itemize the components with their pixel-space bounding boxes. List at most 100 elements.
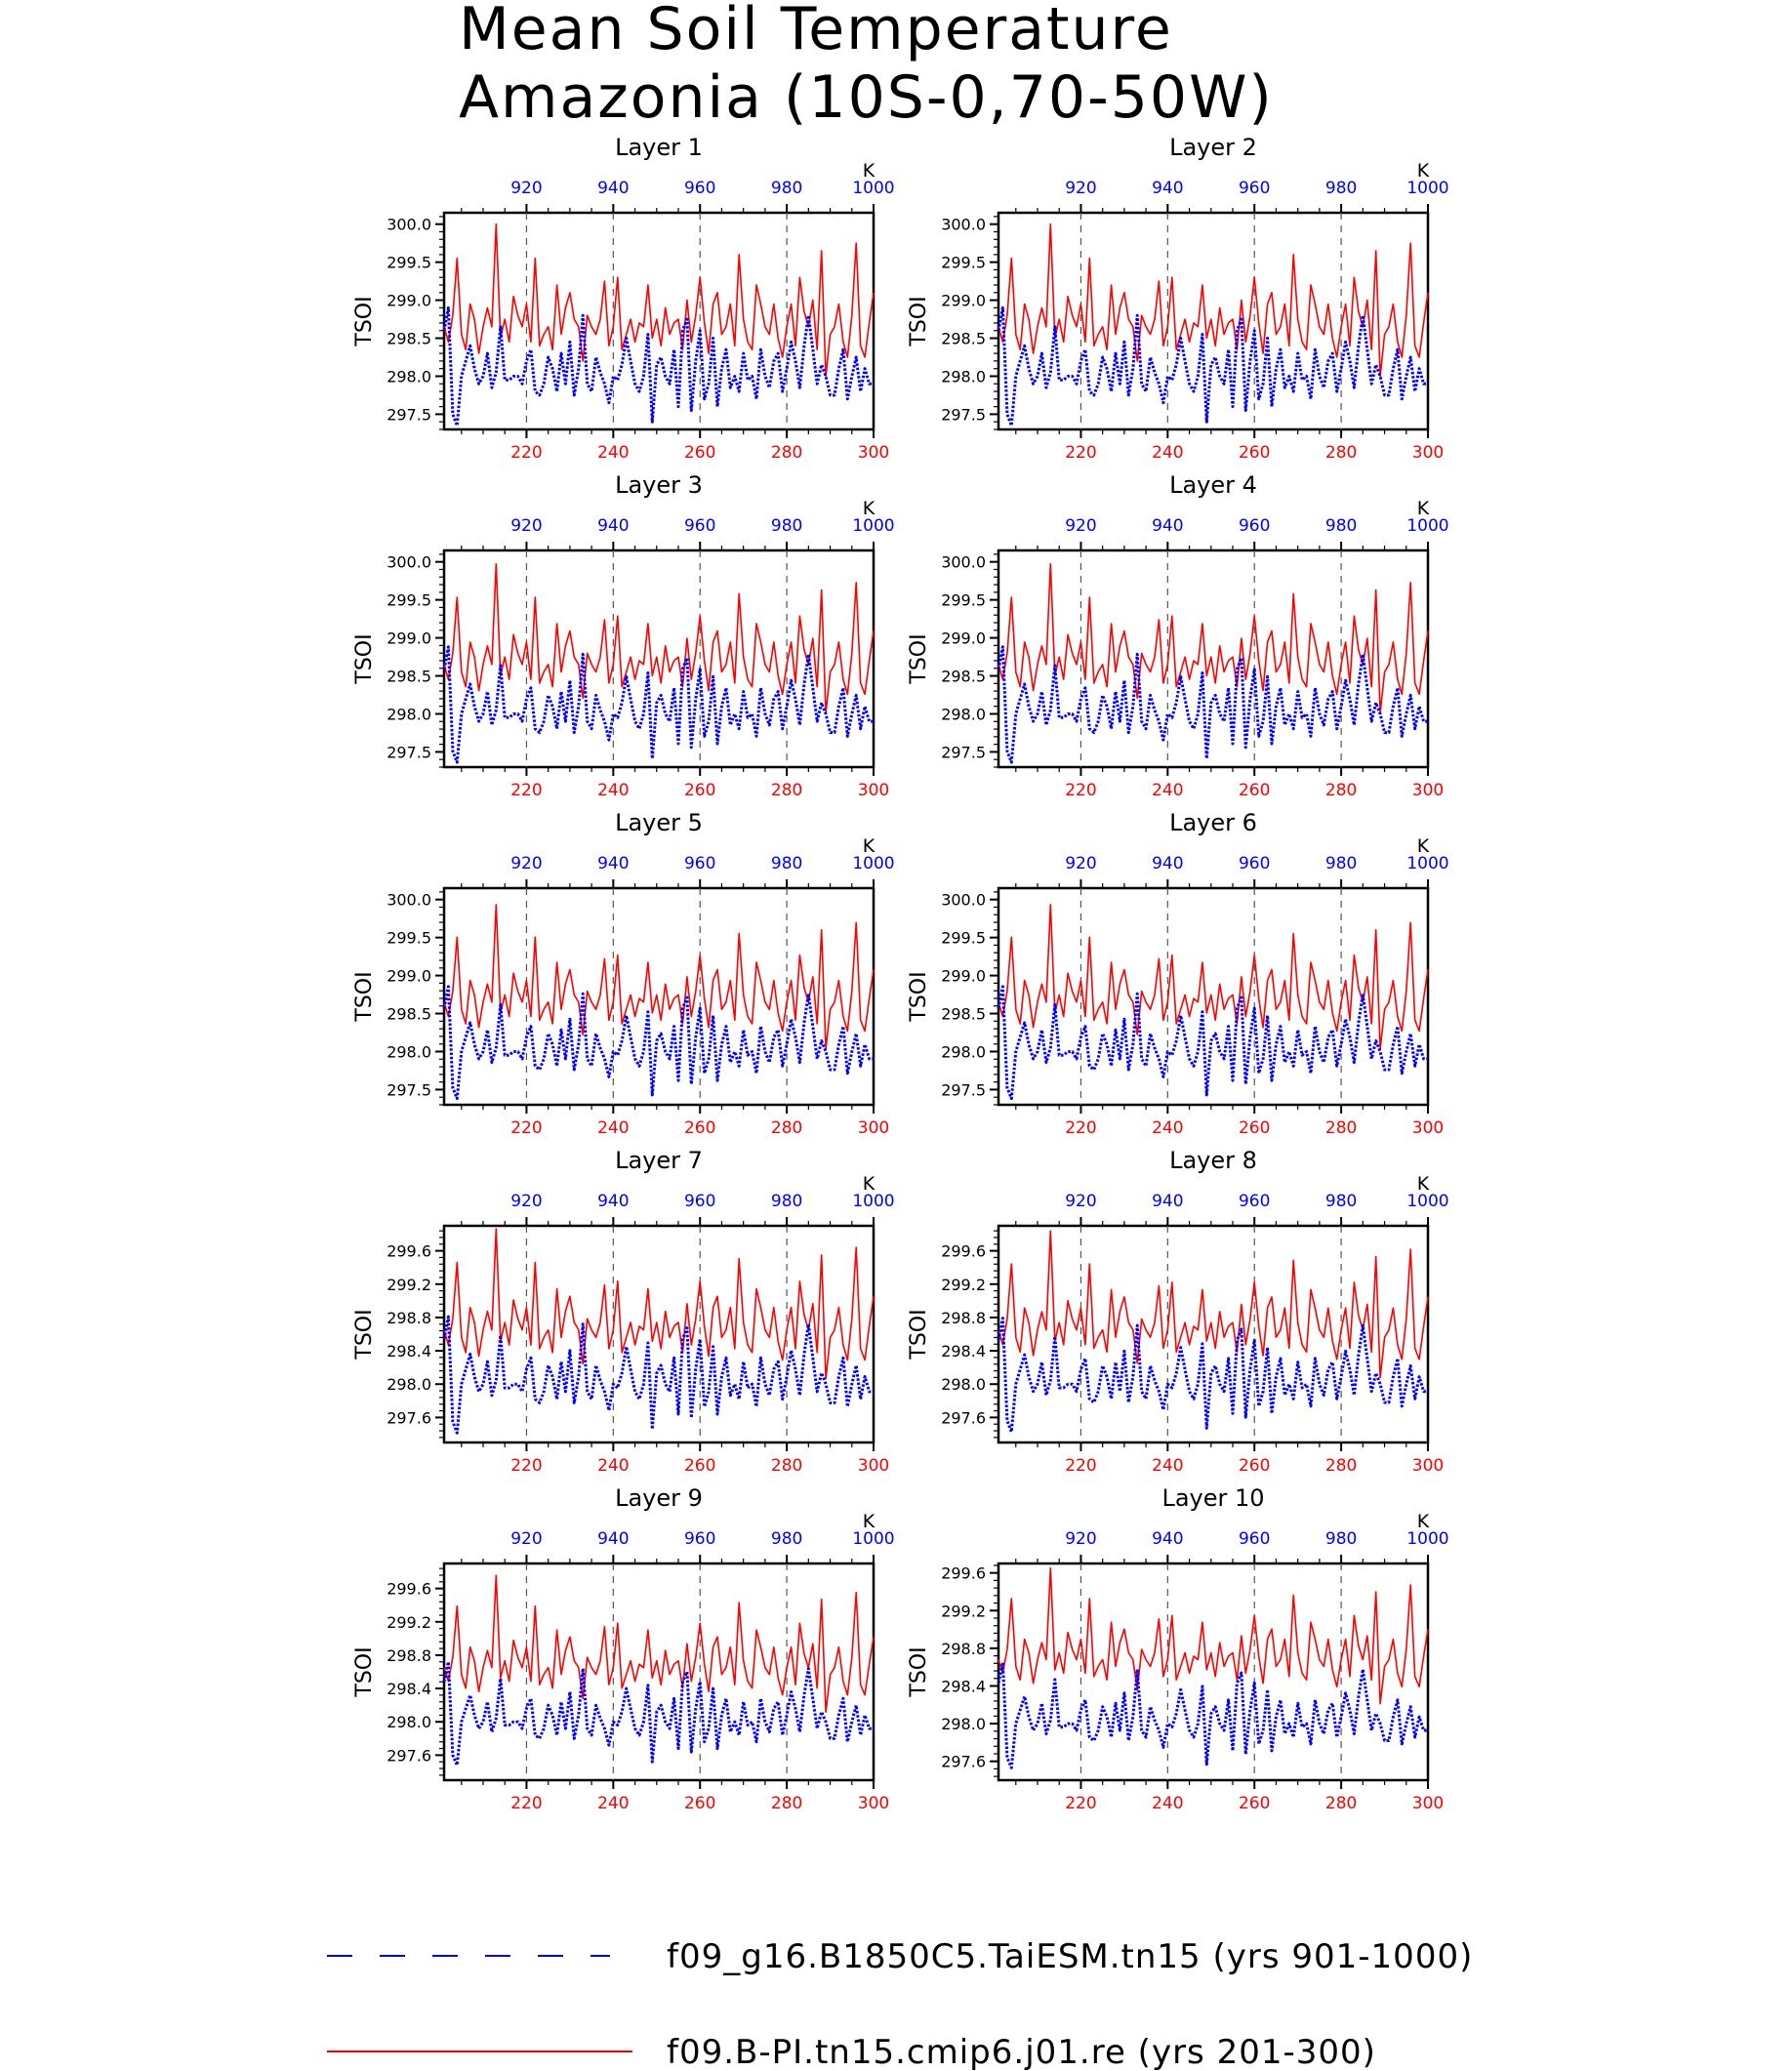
xtick-bottom-label: 300 (858, 781, 889, 800)
xtick-bottom-label: 260 (1239, 781, 1270, 800)
plot-frame (442, 548, 876, 769)
ytick-label: 298.0 (941, 1042, 986, 1061)
xtick-top-label: 1000 (852, 516, 894, 536)
ytick-label: 298.4 (941, 1342, 986, 1360)
xtick-bottom-label: 220 (1065, 1118, 1096, 1138)
xtick-top-label: 920 (1065, 1192, 1096, 1211)
xtick-bottom-label: 240 (1152, 443, 1183, 463)
xtick-bottom-label: 300 (858, 1456, 889, 1476)
xtick-top-label: 1000 (1406, 854, 1448, 873)
ytick-label: 300.0 (941, 553, 986, 572)
xtick-bottom-label: 280 (771, 781, 802, 800)
ytick-label: 299.0 (387, 629, 431, 648)
ytick-label: 298.0 (941, 1375, 986, 1394)
xtick-top-label: 960 (1239, 1192, 1270, 1211)
xtick-bottom-label: 280 (1325, 443, 1357, 463)
ytick-label: 298.5 (387, 668, 431, 686)
ytick-label: 300.0 (941, 216, 986, 234)
ytick-label: 299.5 (387, 591, 431, 610)
series-blue-line (442, 305, 874, 427)
ytick-label: 299.0 (941, 967, 986, 986)
ytick-label: 298.8 (387, 1646, 431, 1665)
xtick-bottom-label: 220 (510, 443, 542, 463)
unit-label: K (1417, 1173, 1430, 1195)
panel-9: Layer 9 297.6 298.0 298.4 298.8 299.2 299.6 220… (352, 1484, 895, 1813)
xtick-top-label: 920 (510, 1192, 542, 1211)
series-red-line (443, 223, 875, 378)
xtick-bottom-label: 300 (1412, 1118, 1444, 1138)
ytick-label: 298.5 (941, 668, 986, 686)
xtick-bottom-label: 260 (684, 1794, 715, 1813)
ytick-label: 297.6 (941, 1753, 986, 1771)
ytick-label: 298.0 (387, 1375, 431, 1394)
xtick-top-label: 920 (510, 179, 542, 198)
xtick-top-label: 1000 (852, 854, 894, 873)
xtick-bottom-label: 220 (1065, 443, 1096, 463)
panel-5: Layer 5 297.5 298.0 298.5 299.0 299.5 300.0 220… (352, 809, 895, 1138)
panel-title: Layer 5 (615, 809, 703, 836)
xtick-top-label: 960 (684, 854, 715, 873)
ytick-label: 297.6 (387, 1408, 431, 1427)
ytick-label: 298.0 (387, 1042, 431, 1061)
ytick-label: 299.2 (387, 1613, 431, 1632)
xtick-bottom-label: 260 (684, 443, 715, 463)
xtick-top-label: 960 (1239, 854, 1270, 873)
xtick-top-label: 940 (597, 854, 629, 873)
xtick-top-label: 920 (510, 854, 542, 873)
xtick-bottom-label: 240 (597, 781, 629, 800)
series-red-line (998, 563, 1429, 714)
panel-3: Layer 3 297.5 298.0 298.5 299.0 299.5 300.0 220… (352, 471, 895, 800)
ytick-label: 299.6 (941, 1564, 986, 1583)
xtick-top-label: 940 (1152, 1192, 1183, 1211)
xtick-bottom-label: 240 (1152, 781, 1183, 800)
xtick-top-label: 1000 (852, 1529, 894, 1549)
xtick-top-label: 920 (1065, 854, 1096, 873)
xtick-bottom-label: 280 (771, 1118, 802, 1138)
y-axis-label: TSOI (907, 1646, 931, 1697)
ytick-label: 297.5 (387, 405, 431, 424)
ytick-label: 298.8 (387, 1309, 431, 1327)
xtick-top-label: 980 (771, 854, 802, 873)
ytick-label: 299.5 (387, 929, 431, 948)
xtick-bottom-label: 300 (1412, 443, 1444, 463)
plot-frame (997, 548, 1430, 769)
ytick-label: 300.0 (941, 891, 986, 910)
panel-10: Layer 10 297.6 298.0 298.4 298.8 299.2 299.6 22… (907, 1484, 1449, 1813)
xtick-bottom-label: 240 (1152, 1456, 1183, 1476)
xtick-top-label: 920 (510, 1529, 542, 1549)
ytick-label: 299.0 (941, 629, 986, 648)
xtick-top-label: 920 (1065, 516, 1096, 536)
series-blue-line (442, 985, 874, 1101)
xtick-top-label: 980 (771, 516, 802, 536)
xtick-top-label: 1000 (1406, 1529, 1448, 1549)
xtick-bottom-label: 220 (510, 1118, 542, 1138)
panel-title: Layer 3 (615, 471, 703, 499)
xtick-top-label: 940 (1152, 179, 1183, 198)
xtick-bottom-label: 220 (1065, 781, 1096, 800)
panel-6: Layer 6 297.5 298.0 298.5 299.0 299.5 300.0 220… (907, 809, 1449, 1138)
xtick-top-label: 980 (771, 179, 802, 198)
xtick-bottom-label: 260 (684, 1456, 715, 1476)
ytick-label: 298.4 (941, 1677, 986, 1695)
plot-frame (997, 886, 1430, 1107)
panel-1: Layer 1 297.5 298.0 298.5 299.0 299.5 300.0 220… (352, 134, 895, 463)
xtick-bottom-label: 220 (510, 1456, 542, 1476)
series-red-line (443, 1228, 875, 1380)
xtick-bottom-label: 240 (597, 1456, 629, 1476)
unit-label: K (863, 835, 876, 857)
panel-title: Layer 10 (1161, 1484, 1264, 1512)
ytick-label: 299.0 (387, 967, 431, 986)
series-blue-line (442, 1315, 874, 1435)
xtick-top-label: 1000 (852, 179, 894, 198)
ytick-label: 298.0 (387, 367, 431, 386)
xtick-bottom-label: 260 (1239, 1118, 1270, 1138)
xtick-bottom-label: 300 (858, 443, 889, 463)
panel-7: Layer 7 297.6 298.0 298.4 298.8 299.2 299.6 220… (352, 1147, 895, 1476)
xtick-top-label: 1000 (852, 1192, 894, 1211)
y-axis-label: TSOI (352, 296, 377, 346)
plot-frame (997, 1562, 1430, 1782)
ytick-label: 299.2 (387, 1276, 431, 1294)
y-axis-label: TSOI (352, 971, 377, 1022)
series-red-line (443, 904, 875, 1050)
plot-frame (997, 211, 1430, 431)
